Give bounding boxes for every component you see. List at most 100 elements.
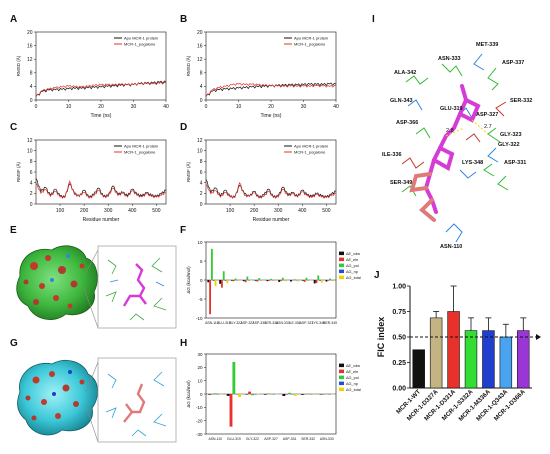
- hbond-lines: [445, 119, 489, 137]
- y-tick-label: 12: [197, 57, 203, 63]
- ligand-sticks-e: [122, 263, 147, 307]
- y-tick-label: 8: [30, 159, 33, 165]
- panel-letter-h: H: [180, 338, 188, 349]
- y-tick-label: 10: [197, 240, 203, 245]
- legend-label: ΔG_total: [346, 388, 361, 392]
- fic-bar-mcr-1-d327a: [429, 317, 443, 389]
- y-tick-label: 1.00: [392, 284, 406, 291]
- y-tick-label: 10: [27, 148, 33, 154]
- x-tick-label: 0: [205, 104, 208, 110]
- bar-ser-349-4: [332, 280, 335, 282]
- x-tick-label: GLY-322: [246, 437, 259, 441]
- bar-gly-322-4: [238, 280, 241, 281]
- legend-label: ΔE_vdw: [346, 252, 360, 256]
- y-tick-label: 8: [30, 71, 33, 77]
- bar-asp-331-0: [254, 280, 257, 281]
- bar-glu-319-4: [238, 394, 241, 397]
- energy-decomposition-chart-h: -30 -20 -10 0 10 20 30 ASN-110 GLU-319 GLY-322 ASP…: [186, 352, 361, 441]
- bar-asp-331-4: [261, 280, 264, 281]
- bar-gly-322-2: [234, 278, 237, 280]
- series-line-apo: [205, 82, 337, 97]
- y-tick-label: 20: [197, 30, 203, 36]
- y-tick-label: -10: [196, 405, 203, 410]
- y-axis-label: RMSF (Å): [185, 162, 191, 182]
- x-tick-label: 10: [66, 104, 72, 110]
- series-line-ligand: [205, 181, 337, 199]
- x-tick-label: MCR-1-D366A: [493, 388, 527, 422]
- bar-asp-337-0: [301, 280, 304, 281]
- residue-label-ser349: SER-349: [390, 180, 412, 186]
- x-tick-label: 10: [236, 104, 242, 110]
- x-tick-label: 200: [80, 208, 89, 214]
- arrow-icon: [536, 334, 541, 340]
- rmsf-chart-c: 0 2 4 6 8 10 12 100 200 300 400 500 Residue number RM…: [15, 138, 167, 223]
- y-tick-label: 10: [197, 378, 203, 383]
- series-line-ligand: [35, 180, 167, 199]
- residue-label-asp366: ASP-366: [396, 120, 418, 126]
- legend-swatch: [339, 369, 344, 374]
- panel-letter-d: D: [180, 122, 188, 133]
- y-tick-label: 16: [197, 43, 203, 49]
- protein-surface-g: [17, 357, 177, 443]
- bar-ser-349-0: [325, 280, 328, 282]
- x-tick-label: 300: [104, 208, 113, 214]
- bar-asp-337-2: [305, 277, 308, 280]
- bar-ser-332-0: [301, 394, 304, 395]
- bar-asn-333-0: [319, 394, 323, 395]
- legend-swatch: [339, 263, 344, 268]
- y-tick-label: 10: [197, 148, 203, 154]
- bar-asp-331-1: [256, 280, 259, 282]
- ligand-pose: [409, 84, 481, 222]
- x-tick-label: ASN-110: [209, 437, 223, 441]
- y-axis-label: FIC index: [376, 317, 386, 358]
- ligand-sticks-g: [123, 383, 146, 423]
- y-tick-label: 0: [30, 202, 33, 208]
- x-tick-label: ASP-331: [283, 437, 297, 441]
- x-tick-label: 20: [98, 104, 104, 110]
- bar-gly-322-0: [231, 280, 233, 281]
- y-tick-label: 0: [30, 98, 33, 104]
- legend-swatch: [339, 251, 344, 256]
- residue-label-ala342: ALA-342: [394, 70, 416, 76]
- bar-lys-348-2: [317, 275, 320, 280]
- bar-asp-327-0: [242, 280, 245, 282]
- y-tick-label: 20: [197, 365, 203, 370]
- x-tick-label: LYS-348: [312, 321, 325, 325]
- bar-asp-327-2: [246, 276, 249, 280]
- green-surface-blob: [16, 245, 98, 320]
- fic-bar-mcr-1-s332a: [464, 330, 478, 389]
- panel-letter-b: B: [180, 14, 188, 25]
- bar-glu-319-1: [221, 280, 223, 288]
- y-tick-label: 12: [27, 57, 33, 63]
- legend-swatch: [339, 275, 344, 280]
- x-tick-label: SER-332: [301, 437, 315, 441]
- residue-label-gln343: GLN-343: [390, 98, 413, 104]
- y-tick-label: 4: [200, 84, 203, 90]
- bar-asn-333-2: [281, 277, 284, 280]
- legend-label: MCR-1_pogalone: [124, 42, 156, 47]
- x-tick-label: SER-349: [323, 321, 337, 325]
- bar-asn-110-1: [209, 280, 211, 315]
- bar-ile-336-2: [293, 279, 296, 280]
- x-tick-label: 40: [163, 104, 169, 110]
- y-tick-label: 2: [30, 191, 33, 197]
- x-tick-label: ASN-333: [276, 321, 290, 325]
- residue-label-asp337: ASP-337: [502, 60, 524, 66]
- bar-glu-319-2: [222, 271, 225, 280]
- bar-asp-331-0: [282, 394, 286, 396]
- series-line-apo: [205, 179, 337, 199]
- bar-glu-319-4: [226, 280, 229, 284]
- bar-asn-110-2: [211, 248, 213, 280]
- legend-label: ΔE_ele: [346, 370, 358, 374]
- x-tick-label: ASP-337: [300, 321, 314, 325]
- y-axis-label: ΔG (kcal/mol): [186, 380, 191, 408]
- legend-label: ΔG_pol: [346, 264, 359, 268]
- bar-ser-332-2: [306, 393, 310, 394]
- bar-glu-319-3: [224, 280, 227, 281]
- bar-asp-337-1: [303, 280, 306, 282]
- residue-label-met339: MET-339: [476, 42, 498, 48]
- x-tick-label: ASN-333: [320, 437, 334, 441]
- y-tick-label: 0.75: [392, 309, 406, 316]
- residue-label-asn333: ASN-333: [438, 56, 461, 62]
